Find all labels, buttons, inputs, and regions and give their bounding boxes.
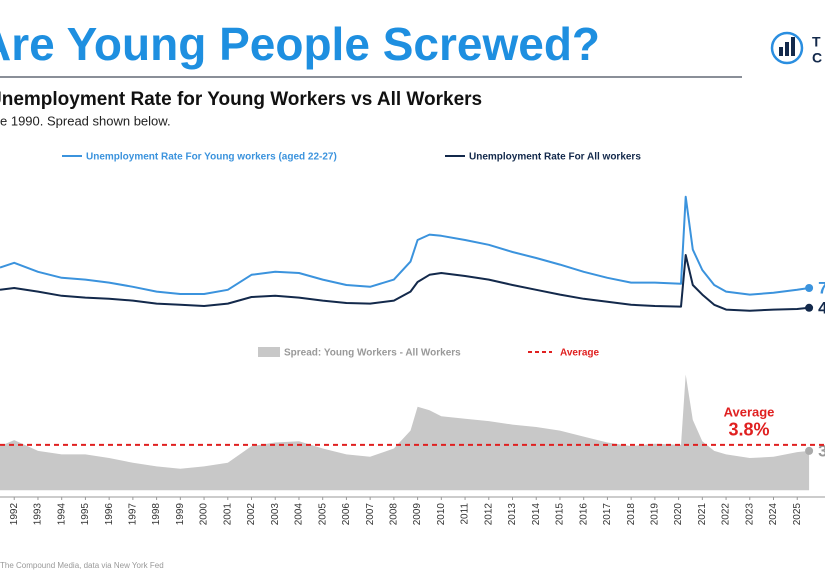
x-tick-label: 1998 bbox=[151, 503, 162, 526]
end-dot bbox=[805, 284, 814, 292]
logo-bar bbox=[785, 42, 789, 56]
x-tick-label: 1992 bbox=[9, 503, 20, 526]
source: The Compound Media, data via New York Fe… bbox=[0, 561, 164, 570]
x-tick-label: 2015 bbox=[555, 503, 566, 526]
logo-ring bbox=[770, 31, 804, 65]
x-tick-label: 2008 bbox=[389, 503, 400, 526]
x-tick-label: 2025 bbox=[792, 503, 803, 526]
legend-label: Spread: Young Workers - All Workers bbox=[284, 348, 461, 359]
x-tick-label: 2004 bbox=[294, 503, 305, 526]
x-tick-label: 1993 bbox=[33, 503, 44, 526]
x-tick-label: 1996 bbox=[104, 503, 115, 526]
logo-bar bbox=[791, 37, 795, 56]
legend-label: Average bbox=[560, 348, 600, 359]
average-annotation: Average bbox=[724, 404, 775, 419]
x-tick-label: 2000 bbox=[199, 503, 210, 526]
end-label: 4 bbox=[818, 298, 825, 317]
x-tick-label: 1994 bbox=[56, 503, 67, 526]
x-tick-label: 2023 bbox=[744, 503, 755, 526]
x-tick-label: 2018 bbox=[626, 503, 637, 526]
end-label: 7 bbox=[818, 278, 825, 297]
end-label: 3 bbox=[818, 441, 825, 460]
x-tick-label: 1997 bbox=[128, 503, 139, 526]
x-tick-label: 2006 bbox=[341, 503, 352, 526]
x-tick-label: 2001 bbox=[222, 503, 233, 526]
x-tick-label: 2014 bbox=[531, 503, 542, 526]
x-tick-label: 1995 bbox=[80, 503, 91, 526]
x-tick-label: 2020 bbox=[673, 503, 684, 526]
logo-bar bbox=[779, 47, 783, 56]
x-tick-label: 2019 bbox=[650, 503, 661, 526]
x-tick-label: 2024 bbox=[768, 503, 779, 526]
legend-label: Unemployment Rate For All workers bbox=[469, 152, 641, 163]
series-line bbox=[0, 195, 810, 296]
logo-text: C bbox=[812, 50, 822, 66]
x-tick-label: 2016 bbox=[578, 503, 589, 526]
subtitle: Unemployment Rate for Young Workers vs A… bbox=[0, 89, 482, 110]
x-tick-label: 2017 bbox=[602, 503, 613, 526]
average-value-label: 3.8% bbox=[728, 420, 769, 440]
end-dot bbox=[805, 446, 814, 455]
logo-text: T bbox=[812, 34, 821, 50]
x-tick-label: 2007 bbox=[365, 503, 376, 526]
logo: T C bbox=[770, 31, 822, 66]
legend-swatch bbox=[258, 347, 280, 357]
x-tick-label: 1999 bbox=[175, 503, 186, 526]
x-tick-label: 2010 bbox=[436, 503, 447, 526]
x-tick-label: 2013 bbox=[507, 503, 518, 526]
title: Are Young People Screwed? bbox=[0, 18, 600, 70]
x-tick-label: 2003 bbox=[270, 503, 281, 526]
legend-label: Unemployment Rate For Young workers (age… bbox=[86, 152, 337, 163]
spread-area bbox=[0, 374, 810, 491]
end-dot bbox=[805, 303, 814, 312]
x-tick-label: 2012 bbox=[483, 503, 494, 526]
x-tick-label: 2002 bbox=[246, 503, 257, 526]
x-tick-label: 2009 bbox=[412, 503, 423, 526]
x-tick-label: 2022 bbox=[721, 503, 732, 526]
note: e 1990. Spread shown below. bbox=[0, 113, 171, 128]
series-line bbox=[0, 254, 810, 312]
x-tick-label: 2011 bbox=[460, 503, 471, 525]
x-tick-label: 2005 bbox=[317, 503, 328, 526]
x-tick-label: 2021 bbox=[697, 503, 708, 526]
